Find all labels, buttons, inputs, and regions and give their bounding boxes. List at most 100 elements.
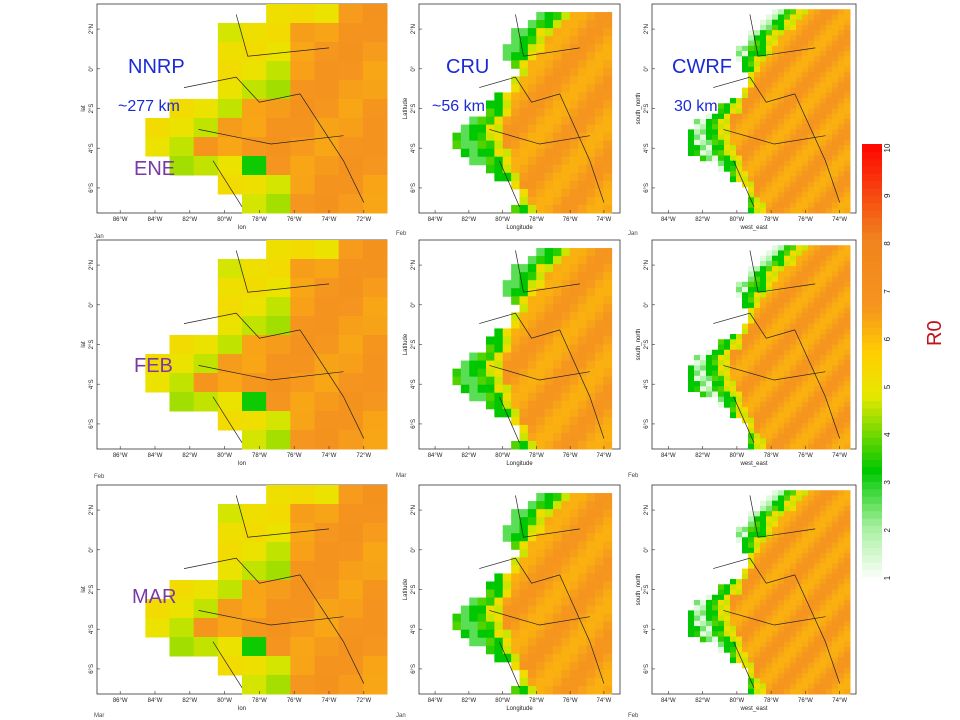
- colorbar-segment: [862, 474, 882, 482]
- lat-tick-label: 0°: [89, 65, 95, 71]
- colorbar-segment: [862, 452, 882, 460]
- lon-tick-label: 82°W: [695, 698, 710, 704]
- lon-tick-label: 82°W: [182, 217, 197, 223]
- boundary-line: [479, 557, 560, 584]
- colorbar-tick-label: 7: [883, 289, 892, 294]
- lat-tick-label: 2°S: [644, 104, 650, 114]
- colorbar-segment: [862, 180, 882, 189]
- lon-tick-label: 76°W: [563, 698, 578, 704]
- boundary-line: [733, 641, 755, 688]
- y-axis-label: lat: [81, 105, 87, 112]
- colorbar-tick-label: 2: [883, 527, 892, 532]
- colorbar-segment: [862, 547, 882, 556]
- month-label-feb: FEB: [134, 355, 173, 377]
- lat-tick-label: 2°S: [644, 585, 650, 595]
- lat-tick-label: 2°S: [411, 340, 417, 350]
- boundary-line: [559, 574, 605, 684]
- colorbar-segment: [862, 305, 882, 314]
- boundary-line: [299, 574, 365, 684]
- lon-tick-label: 84°W: [148, 217, 163, 223]
- colorbar-segment: [862, 202, 882, 211]
- colorbar-segment: [862, 342, 882, 350]
- colorbar-tick-label: 1: [883, 575, 892, 580]
- lat-tick-label: 4°S: [89, 379, 95, 389]
- colorbar-segment: [862, 217, 882, 226]
- lon-tick-label: 74°W: [832, 217, 847, 223]
- lat-tick-label: 0°: [411, 65, 417, 71]
- map-panel-cru-2: 2°N 0° 2°S 4°S 6°S 84°W 82°W 80°W 78°W 76°W 74°W Lo…: [403, 239, 621, 467]
- colorbar-segment: [862, 166, 882, 174]
- x-axis-label: lon: [238, 461, 246, 467]
- lat-tick-label: 0°: [411, 546, 417, 552]
- lon-tick-label: 84°W: [148, 453, 163, 459]
- lon-tick-label: 76°W: [798, 217, 813, 223]
- model-title-cru: CRU: [446, 56, 490, 78]
- colorbar-segment: [862, 254, 882, 262]
- lon-tick-label: 74°W: [597, 217, 612, 223]
- model-title-nnrp: NNRP: [128, 56, 185, 78]
- lat-tick-label: 0°: [644, 301, 650, 307]
- lat-tick-label: 6°S: [411, 664, 417, 674]
- boundary-line: [515, 250, 580, 293]
- lon-tick-label: 84°W: [428, 217, 443, 223]
- x-axis-label: west_east: [739, 461, 767, 467]
- map-panel-cwrf-1: 2°N 0° 2°S 4°S 6°S 84°W 82°W 80°W 78°W 76°W 74°W we…: [636, 3, 857, 231]
- colorbar-segment: [862, 298, 882, 306]
- colorbar-segment: [862, 386, 882, 394]
- boundary-line: [183, 76, 301, 103]
- y-axis-label: south_north: [636, 574, 642, 606]
- boundary-line: [713, 76, 795, 103]
- boundary-line: [499, 396, 520, 443]
- lon-tick-label: 76°W: [798, 698, 813, 704]
- lon-tick-label: 76°W: [287, 217, 302, 223]
- lon-tick-label: 74°W: [322, 453, 337, 459]
- colorbar-tick-label: 10: [883, 143, 892, 152]
- lon-tick-label: 78°W: [252, 698, 267, 704]
- boundary-line: [713, 557, 795, 584]
- lon-tick-label: 72°W: [356, 698, 371, 704]
- colorbar-segment: [862, 518, 882, 526]
- lat-tick-label: 4°S: [411, 624, 417, 634]
- colorbar-segment: [862, 195, 882, 204]
- variable-label: R0: [924, 320, 946, 346]
- colorbar-segment: [862, 378, 882, 387]
- boundary-line: [299, 329, 365, 439]
- lon-tick-label: 74°W: [832, 698, 847, 704]
- lon-tick-label: 76°W: [798, 453, 813, 459]
- lat-tick-label: 0°: [89, 546, 95, 552]
- colorbar-segment: [862, 510, 882, 519]
- boundary-line: [235, 14, 330, 57]
- lon-tick-label: 78°W: [252, 453, 267, 459]
- colorbar-segment: [862, 554, 882, 563]
- colorbar-segment: [862, 151, 882, 160]
- boundary-line: [212, 641, 243, 688]
- boundary-line: [235, 250, 330, 293]
- colorbar-segment: [862, 320, 882, 328]
- boundary-line: [733, 396, 755, 443]
- boundary-line: [183, 557, 301, 584]
- colorbar-tick-label: 3: [883, 480, 892, 485]
- boundary-line: [559, 329, 605, 439]
- map-panel-nnrp-3: 2°N 0° 2°S 4°S 6°S 86°W 84°W 82°W 80°W 78°W 76°W 74…: [81, 484, 388, 712]
- lat-tick-label: 2°N: [644, 505, 650, 515]
- colorbar-segment: [862, 312, 882, 321]
- colorbar-segment: [862, 268, 882, 277]
- colorbar-segment: [862, 364, 882, 372]
- boundary-line: [733, 160, 755, 207]
- boundary-line: [212, 396, 243, 443]
- lon-tick-label: 72°W: [356, 217, 371, 223]
- lat-tick-label: 0°: [644, 546, 650, 552]
- colorbar-segment: [862, 239, 882, 248]
- colorbar-segment: [862, 562, 882, 570]
- y-axis-label: south_north: [636, 93, 642, 125]
- colorbar-segment: [862, 246, 882, 255]
- lat-tick-label: 2°N: [89, 24, 95, 34]
- x-axis-label: west_east: [739, 706, 767, 712]
- lon-tick-label: 76°W: [287, 698, 302, 704]
- y-axis-label: Latitude: [403, 97, 409, 119]
- boundary-line: [479, 312, 560, 339]
- lon-tick-label: 74°W: [597, 698, 612, 704]
- boundary-line: [489, 365, 590, 381]
- colorbar-segment: [862, 503, 882, 512]
- lat-tick-label: 6°S: [89, 419, 95, 429]
